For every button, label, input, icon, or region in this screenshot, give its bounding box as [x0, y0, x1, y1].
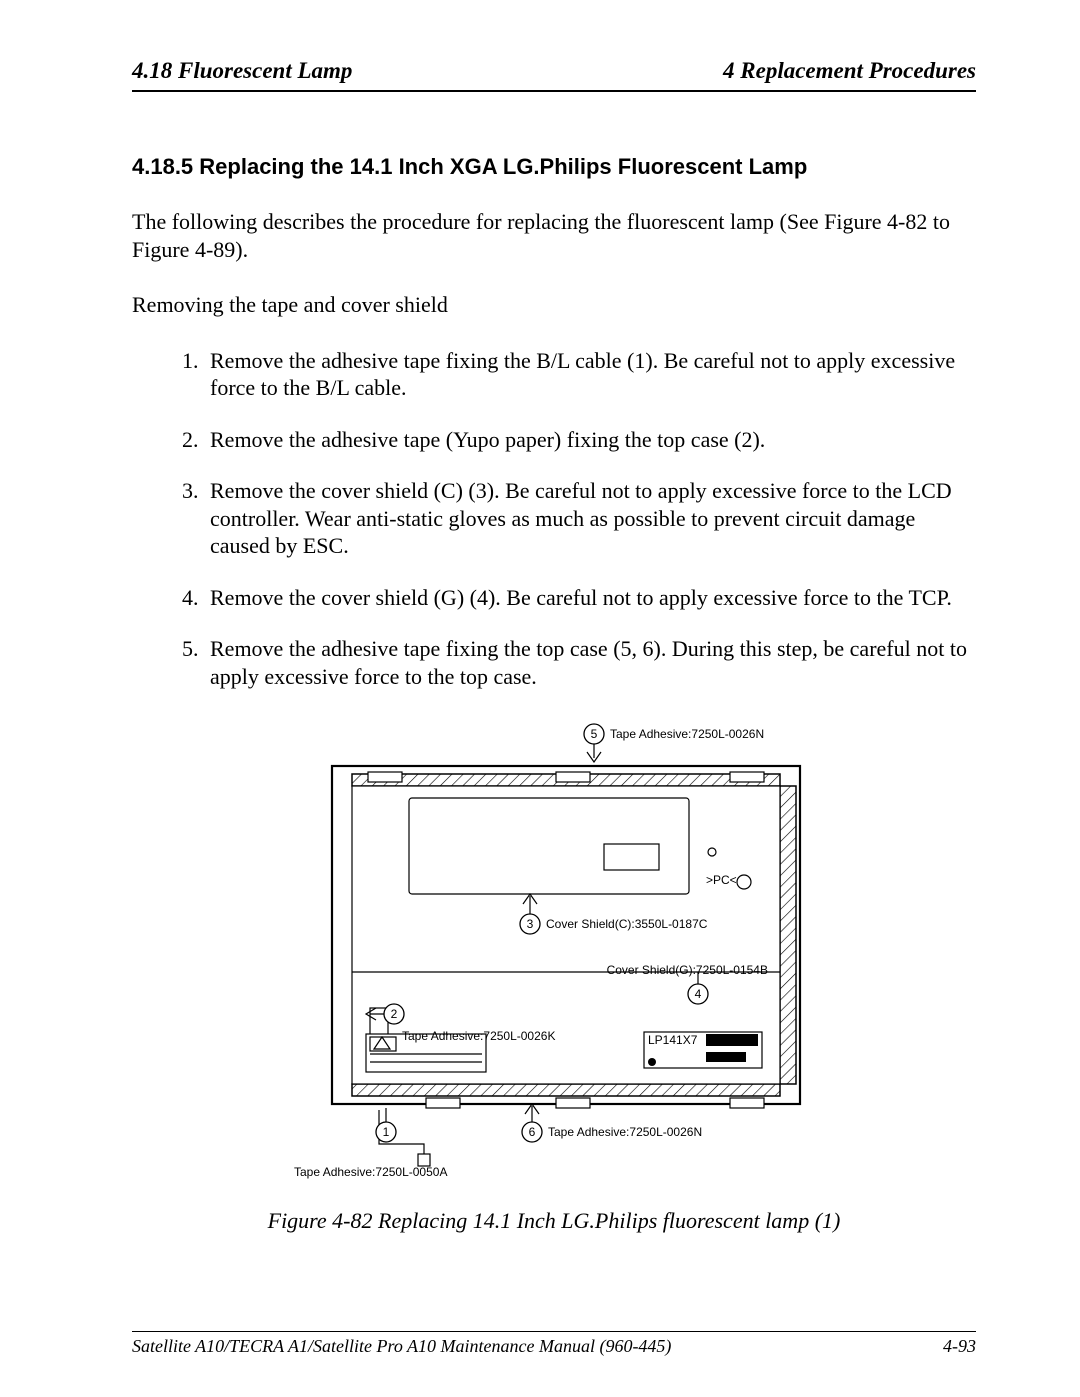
- subhead: Removing the tape and cover shield: [132, 291, 976, 319]
- page: 4.18 Fluorescent Lamp 4 Replacement Proc…: [0, 0, 1080, 1397]
- figure-caption: Figure 4-82 Replacing 14.1 Inch LG.Phili…: [268, 1208, 841, 1234]
- svg-text:4: 4: [695, 987, 702, 1001]
- svg-text:Tape Adhesive:7250L-0026N: Tape Adhesive:7250L-0026N: [548, 1125, 702, 1139]
- svg-text:Tape Adhesive:7250L-0026K: Tape Adhesive:7250L-0026K: [402, 1029, 555, 1043]
- step-item: Remove the cover shield (C) (3). Be care…: [204, 477, 976, 560]
- step-list: Remove the adhesive tape fixing the B/L …: [132, 347, 976, 691]
- callout-5: 5 Tape Adhesive:7250L-0026N: [584, 724, 764, 762]
- svg-text:Tape Adhesive:7250L-0050A: Tape Adhesive:7250L-0050A: [294, 1165, 447, 1179]
- label-plate: LP141X7: [644, 1032, 762, 1068]
- svg-text:2: 2: [391, 1007, 398, 1021]
- step-item: Remove the adhesive tape (Yupo paper) fi…: [204, 426, 976, 454]
- section-title: 4.18.5 Replacing the 14.1 Inch XGA LG.Ph…: [132, 154, 976, 180]
- step-item: Remove the cover shield (G) (4). Be care…: [204, 584, 976, 612]
- svg-text:1: 1: [383, 1125, 390, 1139]
- figure-diagram: >PC< LP141X7: [274, 714, 834, 1194]
- cover-shield-c: [409, 798, 689, 894]
- svg-text:LP141X7: LP141X7: [648, 1033, 698, 1047]
- svg-text:Cover Shield(C):3550L-0187C: Cover Shield(C):3550L-0187C: [546, 917, 708, 931]
- callout-6: 6 Tape Adhesive:7250L-0026N: [522, 1104, 702, 1142]
- pc-label: >PC<: [706, 873, 737, 887]
- step-item: Remove the adhesive tape fixing the B/L …: [204, 347, 976, 402]
- page-footer: Satellite A10/TECRA A1/Satellite Pro A10…: [132, 1331, 976, 1357]
- figure-wrap: >PC< LP141X7: [132, 714, 976, 1234]
- hatch-right: [780, 786, 796, 1084]
- svg-text:5: 5: [591, 727, 598, 741]
- page-header: 4.18 Fluorescent Lamp 4 Replacement Proc…: [132, 58, 976, 92]
- step-item: Remove the adhesive tape fixing the top …: [204, 635, 976, 690]
- svg-text:3: 3: [527, 917, 534, 931]
- svg-text:6: 6: [529, 1125, 536, 1139]
- footer-left: Satellite A10/TECRA A1/Satellite Pro A10…: [132, 1336, 671, 1357]
- intro-paragraph: The following describes the procedure fo…: [132, 208, 976, 263]
- header-right: 4 Replacement Procedures: [723, 58, 976, 84]
- svg-text:Cover Shield(G):7250L-0154B: Cover Shield(G):7250L-0154B: [607, 963, 768, 977]
- footer-right: 4-93: [943, 1336, 976, 1357]
- svg-text:Tape Adhesive:7250L-0026N: Tape Adhesive:7250L-0026N: [610, 727, 764, 741]
- hatch-bottom: [352, 1084, 780, 1096]
- header-left: 4.18 Fluorescent Lamp: [132, 58, 352, 84]
